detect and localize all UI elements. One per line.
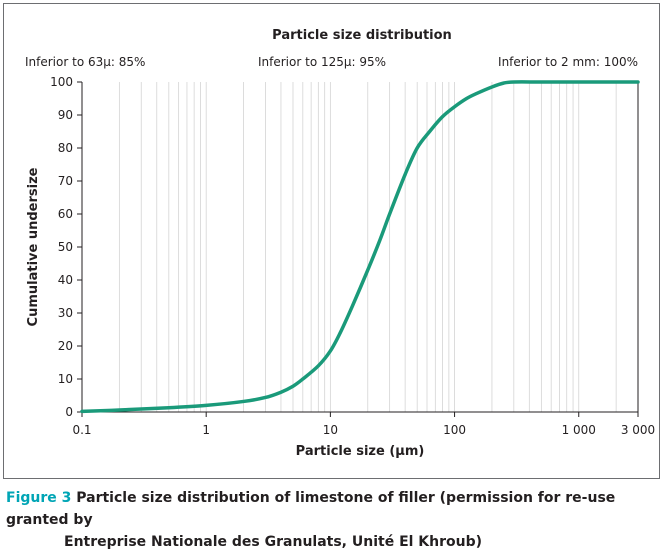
x-tick-label: 10: [323, 423, 338, 437]
y-tick-label: 80: [58, 141, 73, 155]
y-tick-label: 70: [58, 174, 73, 188]
chart-title: Particle size distribution: [272, 28, 452, 43]
x-tick-label: 1: [202, 423, 210, 437]
y-tick-label: 90: [58, 108, 73, 122]
figure-label: Figure 3: [6, 490, 72, 506]
cumulative-undersize-line: [80, 80, 640, 414]
annotation-label: Inferior to 63μ: 85%: [25, 55, 145, 69]
chart-frame: 0 10 20 30 40 50 60 70 80 90 100 0.1 1 10 100 1 000 3 00…: [3, 3, 660, 479]
figure-caption: Figure 3 Particle size distribution of l…: [6, 487, 656, 553]
caption-line-2: Entreprise Nationale des Granulats, Unit…: [64, 534, 483, 550]
y-tick-label: 20: [58, 339, 73, 353]
y-tick-label: 40: [58, 273, 73, 287]
caption-line-1: Particle size distribution of limestone …: [6, 490, 616, 528]
x-tick-label: 0.1: [72, 423, 91, 437]
annotation-label: Inferior to 2 mm: 100%: [498, 55, 638, 69]
y-tick-label: 30: [58, 306, 73, 320]
x-tick-label: 1 000: [562, 423, 596, 437]
x-tick-label: 100: [443, 423, 466, 437]
annotation-label: Inferior to 125μ: 95%: [258, 55, 386, 69]
y-axis-label: Cumulative undersize: [26, 167, 41, 326]
x-axis-label: Particle size (μm): [296, 444, 425, 459]
particle-size-chart: 0 10 20 30 40 50 60 70 80 90 100 0.1 1 10 100 1 000 3 00…: [25, 28, 655, 459]
x-tick-label: 3 000: [621, 423, 655, 437]
y-tick-label: 10: [58, 372, 73, 386]
y-tick-label: 60: [58, 207, 73, 221]
y-tick-label: 0: [65, 405, 73, 419]
y-tick-label: 50: [58, 240, 73, 254]
y-tick-label: 100: [50, 75, 73, 89]
